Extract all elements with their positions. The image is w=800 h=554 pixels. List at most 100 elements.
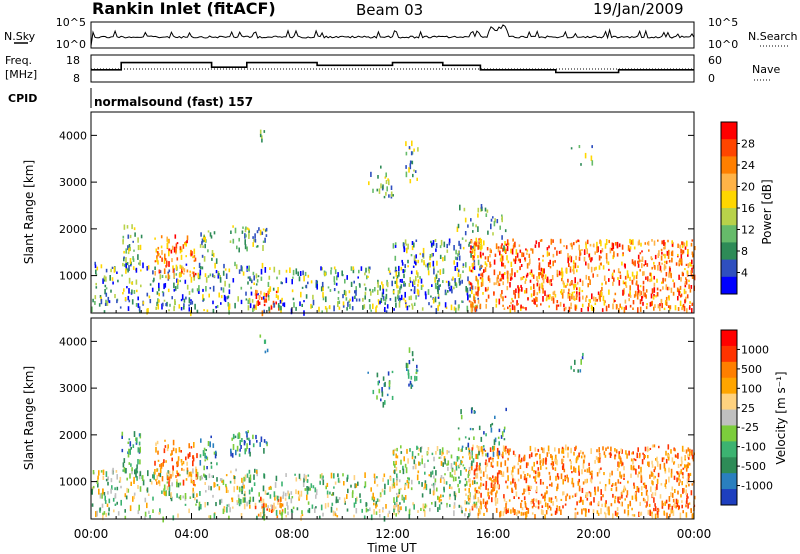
velocity-cell <box>379 514 381 518</box>
power-cell <box>166 260 168 267</box>
power-cell <box>105 287 108 290</box>
velocity-cell <box>566 474 568 479</box>
power-cell <box>325 296 327 303</box>
velocity-cell <box>527 508 530 514</box>
velocity-cell <box>610 487 613 491</box>
velocity-cell <box>136 471 139 474</box>
power-cell <box>230 230 232 234</box>
power-cell <box>601 282 603 286</box>
velocity-cell <box>593 497 595 503</box>
power-cell <box>138 306 141 312</box>
velocity-colorbar-swatch <box>721 409 737 426</box>
power-cell <box>552 253 555 258</box>
power-cell <box>670 251 673 256</box>
power-cell <box>232 238 235 244</box>
velocity-cell <box>454 469 456 475</box>
velocity-cell <box>564 477 567 480</box>
power-cell <box>412 281 414 287</box>
power-cell <box>546 294 548 301</box>
velocity-cell <box>636 452 639 459</box>
velocity-cell <box>653 497 655 503</box>
velocity-cell <box>252 434 254 440</box>
power-cell <box>385 288 388 292</box>
velocity-cell <box>668 467 670 473</box>
velocity-cell <box>399 502 401 505</box>
velocity-cell <box>394 448 396 451</box>
velocity-cell <box>296 507 299 511</box>
power-cell <box>245 234 247 238</box>
power-cell <box>413 242 415 248</box>
power-cell <box>454 278 456 283</box>
velocity-cell <box>229 507 231 513</box>
power-cell <box>629 294 632 298</box>
velocity-cell <box>271 504 273 509</box>
power-cell <box>526 252 528 255</box>
power-cell <box>191 271 194 275</box>
power-cell <box>493 292 495 296</box>
velocity-cell <box>689 472 692 476</box>
velocity-cell <box>194 497 196 501</box>
velocity-cell <box>545 510 548 515</box>
velocity-cell <box>671 492 674 498</box>
velocity-cell <box>216 477 218 482</box>
power-cell <box>372 188 374 193</box>
velocity-cell <box>380 494 382 497</box>
velocity-cell <box>537 471 539 478</box>
power-cell <box>129 234 132 239</box>
velocity-cell <box>490 478 492 481</box>
power-cell <box>658 261 661 266</box>
velocity-cell <box>347 488 349 494</box>
velocity-cell <box>671 486 674 491</box>
velocity-cell <box>657 472 660 478</box>
power-cell <box>573 298 576 301</box>
power-cell <box>571 280 573 286</box>
velocity-cell <box>538 472 541 476</box>
velocity-cell <box>468 447 470 450</box>
velocity-cell <box>276 515 279 519</box>
velocity-cell <box>577 455 579 460</box>
power-cell <box>202 245 204 248</box>
power-cell <box>581 280 584 286</box>
velocity-cell <box>600 489 602 495</box>
power-cell <box>475 305 478 310</box>
velocity-colorbar-tick-label: 1000 <box>741 343 769 356</box>
velocity-cell <box>243 440 246 446</box>
velocity-cell <box>464 488 467 491</box>
power-cell <box>511 248 514 255</box>
velocity-cell <box>688 457 690 460</box>
velocity-cell <box>249 439 251 446</box>
velocity-cell <box>633 458 635 461</box>
velocity-cell <box>121 435 123 439</box>
velocity-cell <box>551 465 554 469</box>
velocity-cell <box>168 476 171 482</box>
power-cell <box>227 295 230 299</box>
power-cell <box>388 194 390 198</box>
power-cell <box>173 246 176 253</box>
velocity-cell <box>648 461 650 468</box>
velocity-cell <box>153 474 155 480</box>
power-cell <box>165 275 167 279</box>
power-cell <box>103 310 106 313</box>
velocity-cell <box>402 465 404 471</box>
power-cell <box>507 242 510 246</box>
power-cell <box>542 296 544 302</box>
velocity-cell <box>101 492 103 499</box>
velocity-cell <box>574 447 576 451</box>
velocity-cell <box>264 490 267 495</box>
power-cell <box>684 268 686 271</box>
power-cell <box>640 242 642 247</box>
power-cell <box>506 255 508 261</box>
power-cell <box>453 245 455 251</box>
power-cell <box>394 296 397 303</box>
velocity-cell <box>240 499 242 505</box>
power-cell <box>198 262 201 268</box>
power-cell <box>329 289 332 292</box>
power-cell <box>191 251 193 256</box>
velocity-cell <box>423 505 426 509</box>
velocity-cell <box>674 454 677 458</box>
power-cell <box>510 276 513 279</box>
power-cell <box>424 291 427 296</box>
velocity-cell <box>210 461 213 465</box>
velocity-cell <box>594 489 597 496</box>
